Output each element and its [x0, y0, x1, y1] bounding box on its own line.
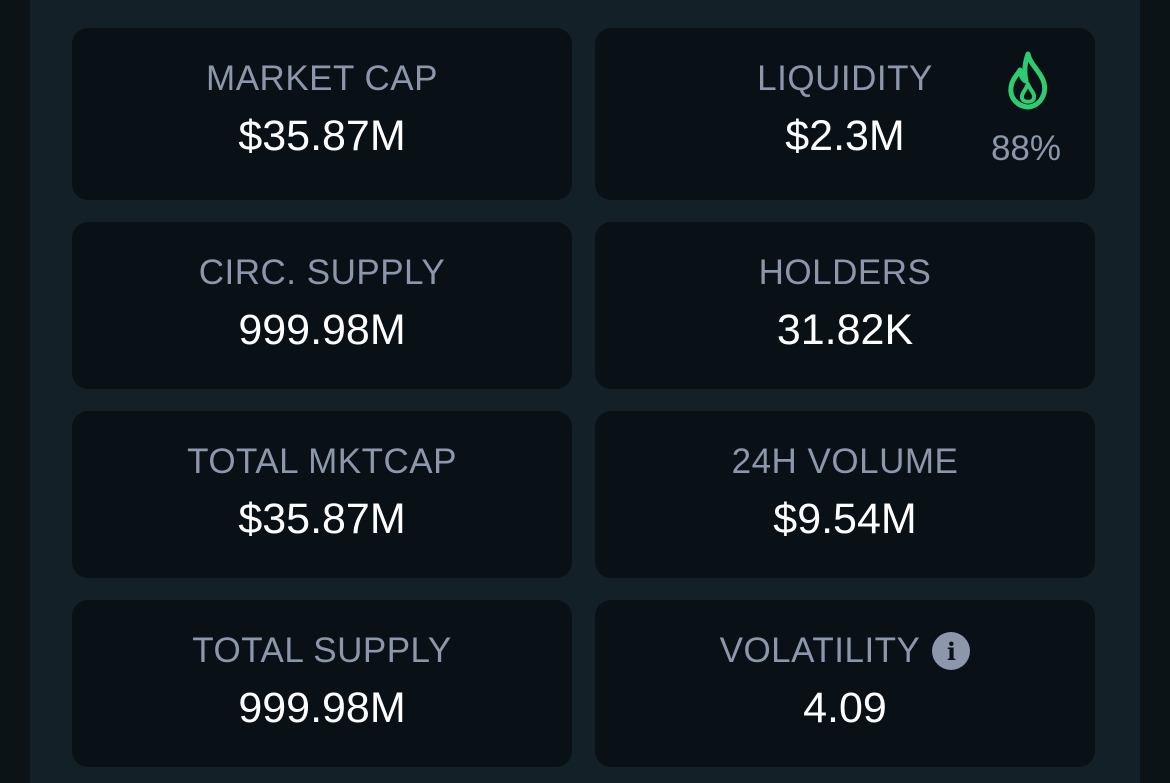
market-cap-label: MARKET CAP	[206, 59, 438, 98]
total-mktcap-card: TOTAL MKTCAP $35.87M	[72, 411, 572, 578]
total-mktcap-label: TOTAL MKTCAP	[187, 442, 457, 481]
circ-supply-label: CIRC. SUPPLY	[198, 253, 446, 292]
liquidity-label: LIQUIDITY	[757, 59, 933, 98]
volatility-label: VOLATILITY	[719, 631, 921, 670]
volume-24h-card: 24H VOLUME $9.54M	[595, 411, 1095, 578]
volatility-value: 4.09	[803, 684, 887, 732]
liquidity-percent: 88%	[990, 129, 1061, 168]
holders-card: HOLDERS 31.82K	[595, 222, 1095, 389]
total-supply-value: 999.98M	[238, 684, 406, 732]
volume-24h-value: $9.54M	[773, 495, 917, 543]
holders-label: HOLDERS	[758, 253, 932, 292]
flame-icon	[1008, 51, 1048, 110]
total-supply-card: TOTAL SUPPLY 999.98M	[72, 600, 572, 767]
total-mktcap-value: $35.87M	[238, 495, 406, 543]
circ-supply-card: CIRC. SUPPLY 999.98M	[72, 222, 572, 389]
total-supply-label: TOTAL SUPPLY	[192, 631, 452, 670]
liquidity-card: LIQUIDITY $2.3M 88%	[595, 28, 1095, 200]
circ-supply-value: 999.98M	[238, 306, 406, 354]
volatility-card: VOLATILITY i 4.09	[595, 600, 1095, 767]
volume-24h-label: 24H VOLUME	[731, 442, 959, 481]
info-icon[interactable]: i	[932, 632, 971, 670]
liquidity-value: $2.3M	[785, 112, 905, 160]
stats-grid: MARKET CAP $35.87M LIQUIDITY $2.3M 88% C	[72, 28, 1095, 767]
market-cap-value: $35.87M	[238, 112, 406, 160]
holders-value: 31.82K	[776, 306, 914, 354]
market-cap-card: MARKET CAP $35.87M	[72, 28, 572, 200]
